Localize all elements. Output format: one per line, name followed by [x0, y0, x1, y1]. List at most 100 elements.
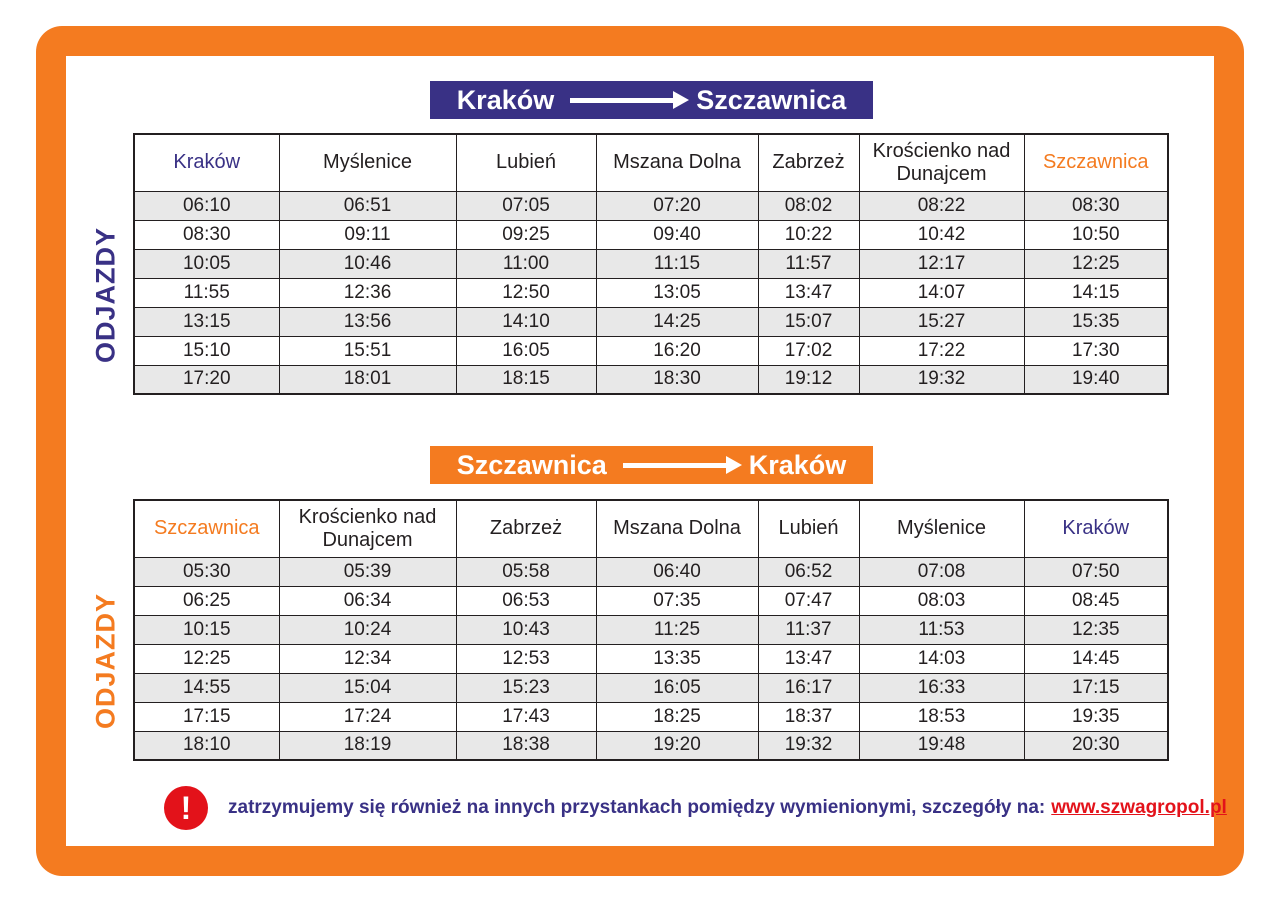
column-header: Mszana Dolna [595, 133, 759, 192]
column-header: Kraków [1023, 499, 1169, 558]
time-cell: 06:34 [278, 585, 457, 616]
column-header: Szczawnica [133, 499, 280, 558]
time-cell: 08:30 [133, 219, 280, 250]
time-cell: 07:50 [1023, 556, 1169, 587]
time-cell: 16:05 [455, 335, 597, 366]
time-cell: 11:53 [858, 614, 1025, 645]
time-cell: 17:30 [1023, 335, 1169, 366]
time-cell: 19:40 [1023, 364, 1169, 395]
timetable-krakow-szczawnica: Kraków Myślenice Lubień Mszana Dolna Zabrzeż… [133, 133, 1169, 395]
banner-krakow-szczawnica: Kraków Szczawnica [430, 81, 873, 119]
table-row: 17:20 18:01 18:15 18:30 19:12 19:32 19:40 [133, 364, 1169, 395]
table-row: 12:25 12:34 12:53 13:35 13:47 14:03 14:45 [133, 643, 1169, 674]
time-cell: 08:02 [757, 190, 860, 221]
time-cell: 16:17 [757, 672, 860, 703]
time-cell: 08:22 [858, 190, 1025, 221]
time-cell: 12:35 [1023, 614, 1169, 645]
time-cell: 10:05 [133, 248, 280, 279]
time-cell: 19:35 [1023, 701, 1169, 732]
time-cell: 17:15 [133, 701, 280, 732]
arrow-right-icon [622, 462, 727, 468]
column-header: Zabrzeż [455, 499, 597, 558]
time-cell: 08:30 [1023, 190, 1169, 221]
time-cell: 18:01 [278, 364, 457, 395]
exclamation-icon: ! [164, 786, 208, 830]
time-cell: 19:20 [595, 730, 759, 761]
time-cell: 13:35 [595, 643, 759, 674]
time-cell: 07:20 [595, 190, 759, 221]
time-cell: 11:37 [757, 614, 860, 645]
table-row: 08:30 09:11 09:25 09:40 10:22 10:42 10:50 [133, 219, 1169, 250]
time-cell: 14:55 [133, 672, 280, 703]
time-cell: 12:36 [278, 277, 457, 308]
time-cell: 14:03 [858, 643, 1025, 674]
time-cell: 10:50 [1023, 219, 1169, 250]
time-cell: 12:25 [1023, 248, 1169, 279]
time-cell: 12:25 [133, 643, 280, 674]
time-cell: 13:56 [278, 306, 457, 337]
time-cell: 07:47 [757, 585, 860, 616]
time-cell: 18:25 [595, 701, 759, 732]
time-cell: 19:48 [858, 730, 1025, 761]
time-cell: 15:27 [858, 306, 1025, 337]
time-cell: 15:51 [278, 335, 457, 366]
time-cell: 08:03 [858, 585, 1025, 616]
time-cell: 14:10 [455, 306, 597, 337]
time-cell: 15:23 [455, 672, 597, 703]
time-cell: 15:35 [1023, 306, 1169, 337]
footer-link[interactable]: www.szwagropol.pl [1051, 797, 1227, 818]
table-row: 11:55 12:36 12:50 13:05 13:47 14:07 14:15 [133, 277, 1169, 308]
time-cell: 09:25 [455, 219, 597, 250]
time-cell: 19:32 [858, 364, 1025, 395]
table-row: 17:15 17:24 17:43 18:25 18:37 18:53 19:35 [133, 701, 1169, 732]
time-cell: 11:15 [595, 248, 759, 279]
time-cell: 10:22 [757, 219, 860, 250]
table-row: 06:25 06:34 06:53 07:35 07:47 08:03 08:45 [133, 585, 1169, 616]
time-cell: 07:05 [455, 190, 597, 221]
time-cell: 15:10 [133, 335, 280, 366]
time-cell: 17:22 [858, 335, 1025, 366]
footer-text: zatrzymujemy się również na innych przys… [228, 797, 1046, 818]
column-header: Mszana Dolna [595, 499, 759, 558]
time-cell: 16:05 [595, 672, 759, 703]
time-cell: 10:43 [455, 614, 597, 645]
time-cell: 18:38 [455, 730, 597, 761]
banner-from-label: Szczawnica [456, 449, 607, 480]
time-cell: 20:30 [1023, 730, 1169, 761]
time-cell: 17:02 [757, 335, 860, 366]
time-cell: 11:57 [757, 248, 860, 279]
time-cell: 05:39 [278, 556, 457, 587]
time-cell: 16:20 [595, 335, 759, 366]
column-header: Kraków [133, 133, 280, 192]
time-cell: 18:30 [595, 364, 759, 395]
table-row: 14:55 15:04 15:23 16:05 16:17 16:33 17:15 [133, 672, 1169, 703]
time-cell: 14:25 [595, 306, 759, 337]
time-cell: 05:30 [133, 556, 280, 587]
time-cell: 10:24 [278, 614, 457, 645]
time-cell: 06:40 [595, 556, 759, 587]
time-cell: 09:11 [278, 219, 457, 250]
time-cell: 12:17 [858, 248, 1025, 279]
time-cell: 11:55 [133, 277, 280, 308]
time-cell: 11:00 [455, 248, 597, 279]
time-cell: 10:42 [858, 219, 1025, 250]
column-header: Szczawnica [1023, 133, 1169, 192]
time-cell: 17:24 [278, 701, 457, 732]
banner-szczawnica-krakow: Szczawnica Kraków [430, 446, 873, 484]
column-header: Myślenice [858, 499, 1025, 558]
time-cell: 13:05 [595, 277, 759, 308]
time-cell: 06:51 [278, 190, 457, 221]
banner-to-label: Szczawnica [696, 84, 847, 115]
table-row: 05:30 05:39 05:58 06:40 06:52 07:08 07:50 [133, 556, 1169, 587]
table-row: 10:05 10:46 11:00 11:15 11:57 12:17 12:25 [133, 248, 1169, 279]
time-cell: 18:15 [455, 364, 597, 395]
column-header: Zabrzeż [757, 133, 860, 192]
time-cell: 06:53 [455, 585, 597, 616]
header-row: Kraków Myślenice Lubień Mszana Dolna Zabrzeż… [133, 133, 1169, 192]
time-cell: 16:33 [858, 672, 1025, 703]
column-header: Krościenko nad Dunajcem [278, 499, 457, 558]
time-cell: 12:50 [455, 277, 597, 308]
banner-to-label: Kraków [748, 449, 847, 480]
time-cell: 14:45 [1023, 643, 1169, 674]
